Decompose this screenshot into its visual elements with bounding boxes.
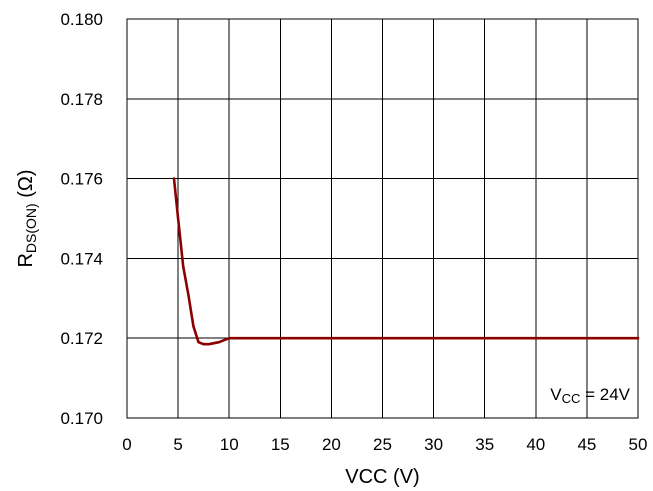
series-layer bbox=[172, 177, 640, 346]
y-tick-label: 0.174 bbox=[60, 249, 103, 268]
y-tick-label: 0.178 bbox=[60, 90, 103, 109]
x-tick-label: 35 bbox=[475, 435, 494, 454]
x-tick-label: 20 bbox=[322, 435, 341, 454]
rdson-series-line bbox=[172, 177, 640, 346]
y-axis-label-subscript: DS(ON) bbox=[23, 203, 39, 253]
x-tick-label: 40 bbox=[526, 435, 545, 454]
x-tick-labels: 0 5 10 15 20 25 30 35 40 45 50 bbox=[122, 435, 647, 454]
vcc-annotation-rest: = 24V bbox=[580, 385, 630, 404]
y-tick-label: 0.172 bbox=[60, 329, 103, 348]
x-tick-label: 25 bbox=[373, 435, 392, 454]
x-tick-label: 45 bbox=[577, 435, 596, 454]
y-tick-labels: 0.170 0.172 0.174 0.176 0.178 0.180 bbox=[60, 10, 103, 428]
vcc-annotation-main: V bbox=[550, 385, 562, 404]
y-tick-label: 0.176 bbox=[60, 170, 103, 189]
y-tick-label: 0.170 bbox=[60, 409, 103, 428]
vcc-annotation-subscript: CC bbox=[562, 391, 581, 406]
vcc-annotation: VCC = 24V bbox=[550, 385, 630, 406]
y-tick-label: 0.180 bbox=[60, 10, 103, 29]
y-axis-label-unit: (Ω) bbox=[15, 169, 37, 203]
x-axis-label: VCC (V) bbox=[345, 466, 419, 488]
plot-frame bbox=[126, 18, 639, 419]
x-tick-label: 50 bbox=[629, 435, 648, 454]
x-tick-label: 5 bbox=[173, 435, 182, 454]
grid bbox=[126, 18, 639, 419]
x-tick-label: 30 bbox=[424, 435, 443, 454]
x-tick-label: 10 bbox=[220, 435, 239, 454]
y-axis-label-main: R bbox=[15, 253, 37, 267]
x-tick-label: 0 bbox=[122, 435, 131, 454]
y-axis-label: RDS(ON) (Ω) bbox=[15, 169, 39, 267]
x-tick-label: 15 bbox=[271, 435, 290, 454]
